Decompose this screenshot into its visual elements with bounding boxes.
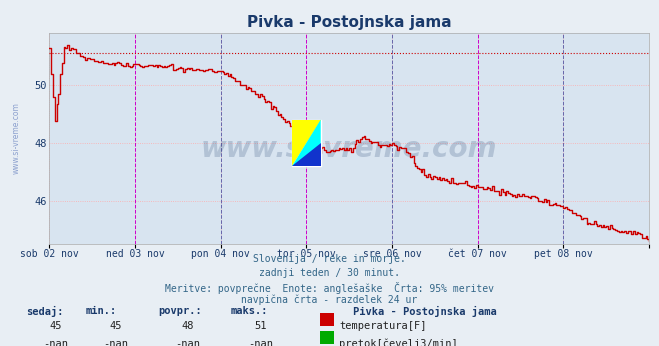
Text: 48: 48 — [182, 321, 194, 331]
Polygon shape — [292, 120, 321, 166]
Text: temperatura[F]: temperatura[F] — [339, 321, 427, 331]
Text: pretok[čevelj3/min]: pretok[čevelj3/min] — [339, 339, 458, 346]
Text: -nan: -nan — [175, 339, 200, 346]
Polygon shape — [292, 120, 321, 166]
Text: www.si-vreme.com: www.si-vreme.com — [12, 102, 21, 174]
Text: maks.:: maks.: — [231, 306, 268, 316]
Text: Pivka - Postojnska jama: Pivka - Postojnska jama — [353, 306, 496, 317]
Text: Slovenija / reke in morje.: Slovenija / reke in morje. — [253, 254, 406, 264]
Text: 45: 45 — [50, 321, 62, 331]
Text: www.si-vreme.com: www.si-vreme.com — [201, 135, 498, 163]
Text: sedaj:: sedaj: — [26, 306, 64, 317]
Polygon shape — [292, 143, 321, 166]
Text: -nan: -nan — [248, 339, 273, 346]
Title: Pivka - Postojnska jama: Pivka - Postojnska jama — [247, 15, 451, 30]
Text: min.:: min.: — [86, 306, 117, 316]
Text: -nan: -nan — [103, 339, 128, 346]
Text: povpr.:: povpr.: — [158, 306, 202, 316]
Text: 51: 51 — [254, 321, 266, 331]
Text: Meritve: povprečne  Enote: anglešaške  Črta: 95% meritev: Meritve: povprečne Enote: anglešaške Črt… — [165, 282, 494, 294]
Text: 45: 45 — [109, 321, 121, 331]
Text: zadnji teden / 30 minut.: zadnji teden / 30 minut. — [259, 268, 400, 278]
Text: navpična črta - razdelek 24 ur: navpična črta - razdelek 24 ur — [241, 295, 418, 305]
Text: -nan: -nan — [43, 339, 69, 346]
